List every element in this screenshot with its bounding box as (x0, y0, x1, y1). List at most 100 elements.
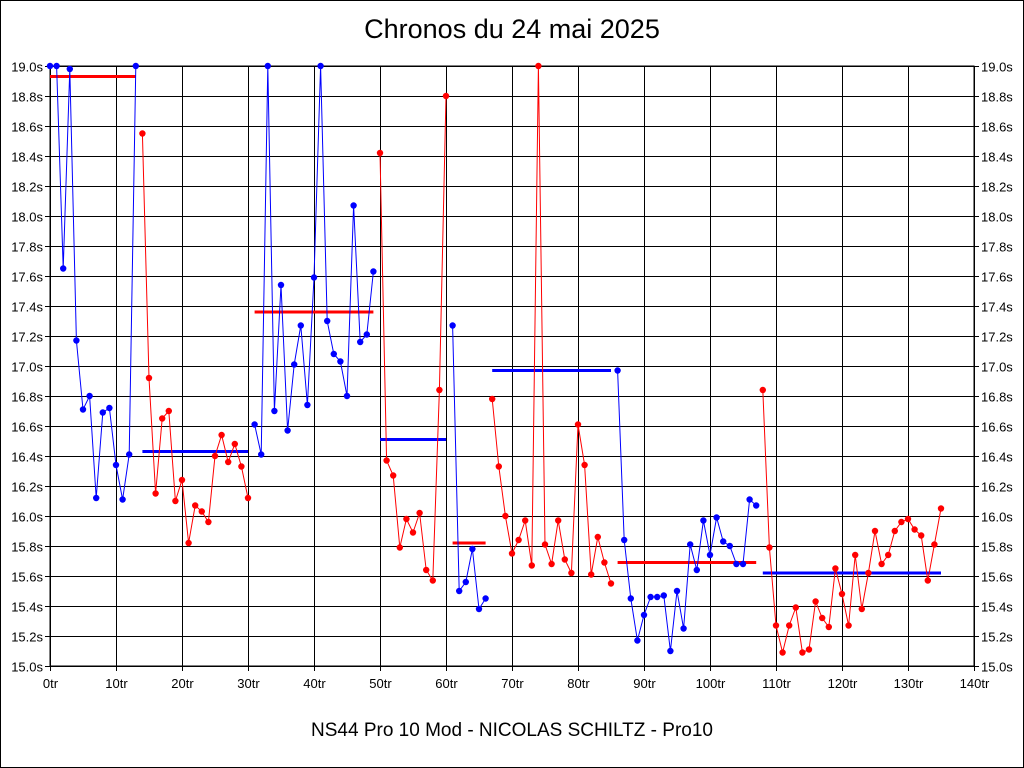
chart-subtitle: NS44 Pro 10 Mod - NICOLAS SCHILTZ - Pro1… (311, 720, 713, 741)
lap-point (185, 539, 192, 547)
lap-point (528, 562, 535, 569)
lap-point (634, 637, 641, 644)
lap-point (555, 517, 562, 524)
lap-point (416, 509, 423, 517)
stint-series (251, 62, 377, 458)
lap-point (858, 605, 865, 613)
stint-series (376, 92, 450, 584)
lap-point (805, 646, 813, 653)
lap-point (159, 415, 166, 422)
x-tick-label: 10tr (105, 676, 128, 691)
lap-point (86, 392, 93, 400)
x-tick-label: 110tr (762, 676, 791, 691)
lap-point (627, 595, 634, 602)
lap-point (390, 472, 397, 479)
lap-point (152, 490, 159, 497)
lap-point (779, 649, 786, 656)
tick-labels: 0tr 10tr 20tr 30tr 40tr 50tr 60tr 70tr 80tr 90tr 1… (11, 60, 1013, 692)
lap-point (515, 536, 522, 544)
lap-point (937, 505, 945, 512)
lap-point (772, 622, 780, 629)
lap-point (231, 440, 238, 448)
lap-point (178, 476, 186, 484)
lap-point (442, 92, 450, 100)
lap-point (60, 265, 67, 272)
lap-point (337, 358, 344, 365)
y-tick-label-right: 15.0s (981, 660, 1013, 675)
lap-point (865, 569, 872, 577)
lap-point (924, 577, 931, 584)
lap-point (357, 338, 364, 346)
y-tick-label-left: 16.2s (11, 480, 43, 495)
lap-point (304, 401, 311, 409)
lap-point (891, 527, 898, 535)
lap-point (363, 331, 370, 338)
y-tick-label-right: 17.4s (981, 300, 1013, 315)
lap-point (726, 542, 733, 550)
lap-point (687, 541, 694, 548)
lap-point (449, 322, 456, 329)
lap-point (581, 461, 588, 469)
lap-point (654, 593, 661, 601)
lap-point (594, 533, 601, 541)
y-tick-label-right: 18.0s (981, 210, 1013, 225)
lap-point (198, 508, 205, 515)
y-tick-label-right: 17.2s (981, 330, 1013, 345)
lap-point (502, 512, 509, 520)
y-tick-label-right: 19.0s (981, 60, 1013, 75)
series-line (491, 65, 612, 584)
y-tick-label-right: 17.0s (981, 360, 1013, 375)
series (46, 62, 945, 656)
y-tick-label-left: 16.4s (11, 450, 43, 465)
lap-point (218, 431, 225, 439)
lap-point (535, 62, 542, 70)
lap-point (244, 494, 252, 502)
lap-point (132, 62, 139, 70)
lap-point (317, 62, 324, 70)
y-tick-label-right: 16.2s (981, 480, 1013, 495)
y-tick-label-left: 17.4s (11, 300, 43, 315)
x-tick-label: 120tr (828, 676, 858, 691)
lap-point (126, 451, 133, 458)
y-tick-label-right: 16.0s (981, 510, 1013, 525)
y-tick-label-right: 18.8s (981, 90, 1013, 105)
lap-point (753, 502, 760, 509)
lap-point (667, 647, 674, 655)
stint-series (614, 367, 760, 655)
y-tick-label-right: 15.8s (981, 540, 1013, 555)
lap-point (812, 598, 819, 605)
lap-point (99, 409, 107, 416)
series-line (762, 389, 942, 654)
y-tick-label-left: 18.8s (11, 90, 43, 105)
lap-point (700, 517, 707, 524)
x-tick-label: 40tr (303, 676, 326, 691)
lap-point (918, 532, 925, 539)
stint-series (449, 322, 489, 613)
lap-point (277, 281, 285, 289)
lap-point (792, 604, 799, 611)
lap-point (825, 623, 832, 631)
y-tick-label-left: 15.0s (11, 660, 43, 675)
y-tick-label-left: 18.6s (11, 120, 43, 135)
y-tick-label-right: 18.6s (981, 120, 1013, 135)
lap-point (489, 395, 496, 403)
lap-point (93, 494, 100, 502)
lap-point (621, 536, 628, 544)
lap-point (376, 149, 384, 157)
lap-point (456, 587, 463, 595)
lap-point (350, 202, 357, 209)
lap-point (885, 551, 892, 559)
lap-point (172, 497, 179, 505)
lap-point (832, 565, 839, 572)
x-tick-label: 80tr (567, 676, 590, 691)
lap-point (548, 560, 555, 568)
lap-point (429, 577, 436, 584)
lap-point (475, 605, 483, 613)
lap-point (370, 268, 377, 275)
x-tick-label: 130tr (894, 676, 924, 691)
lap-point (139, 130, 146, 137)
stint-series (139, 130, 252, 547)
lap-point (739, 560, 747, 568)
y-tick-label-right: 18.4s (981, 150, 1013, 165)
